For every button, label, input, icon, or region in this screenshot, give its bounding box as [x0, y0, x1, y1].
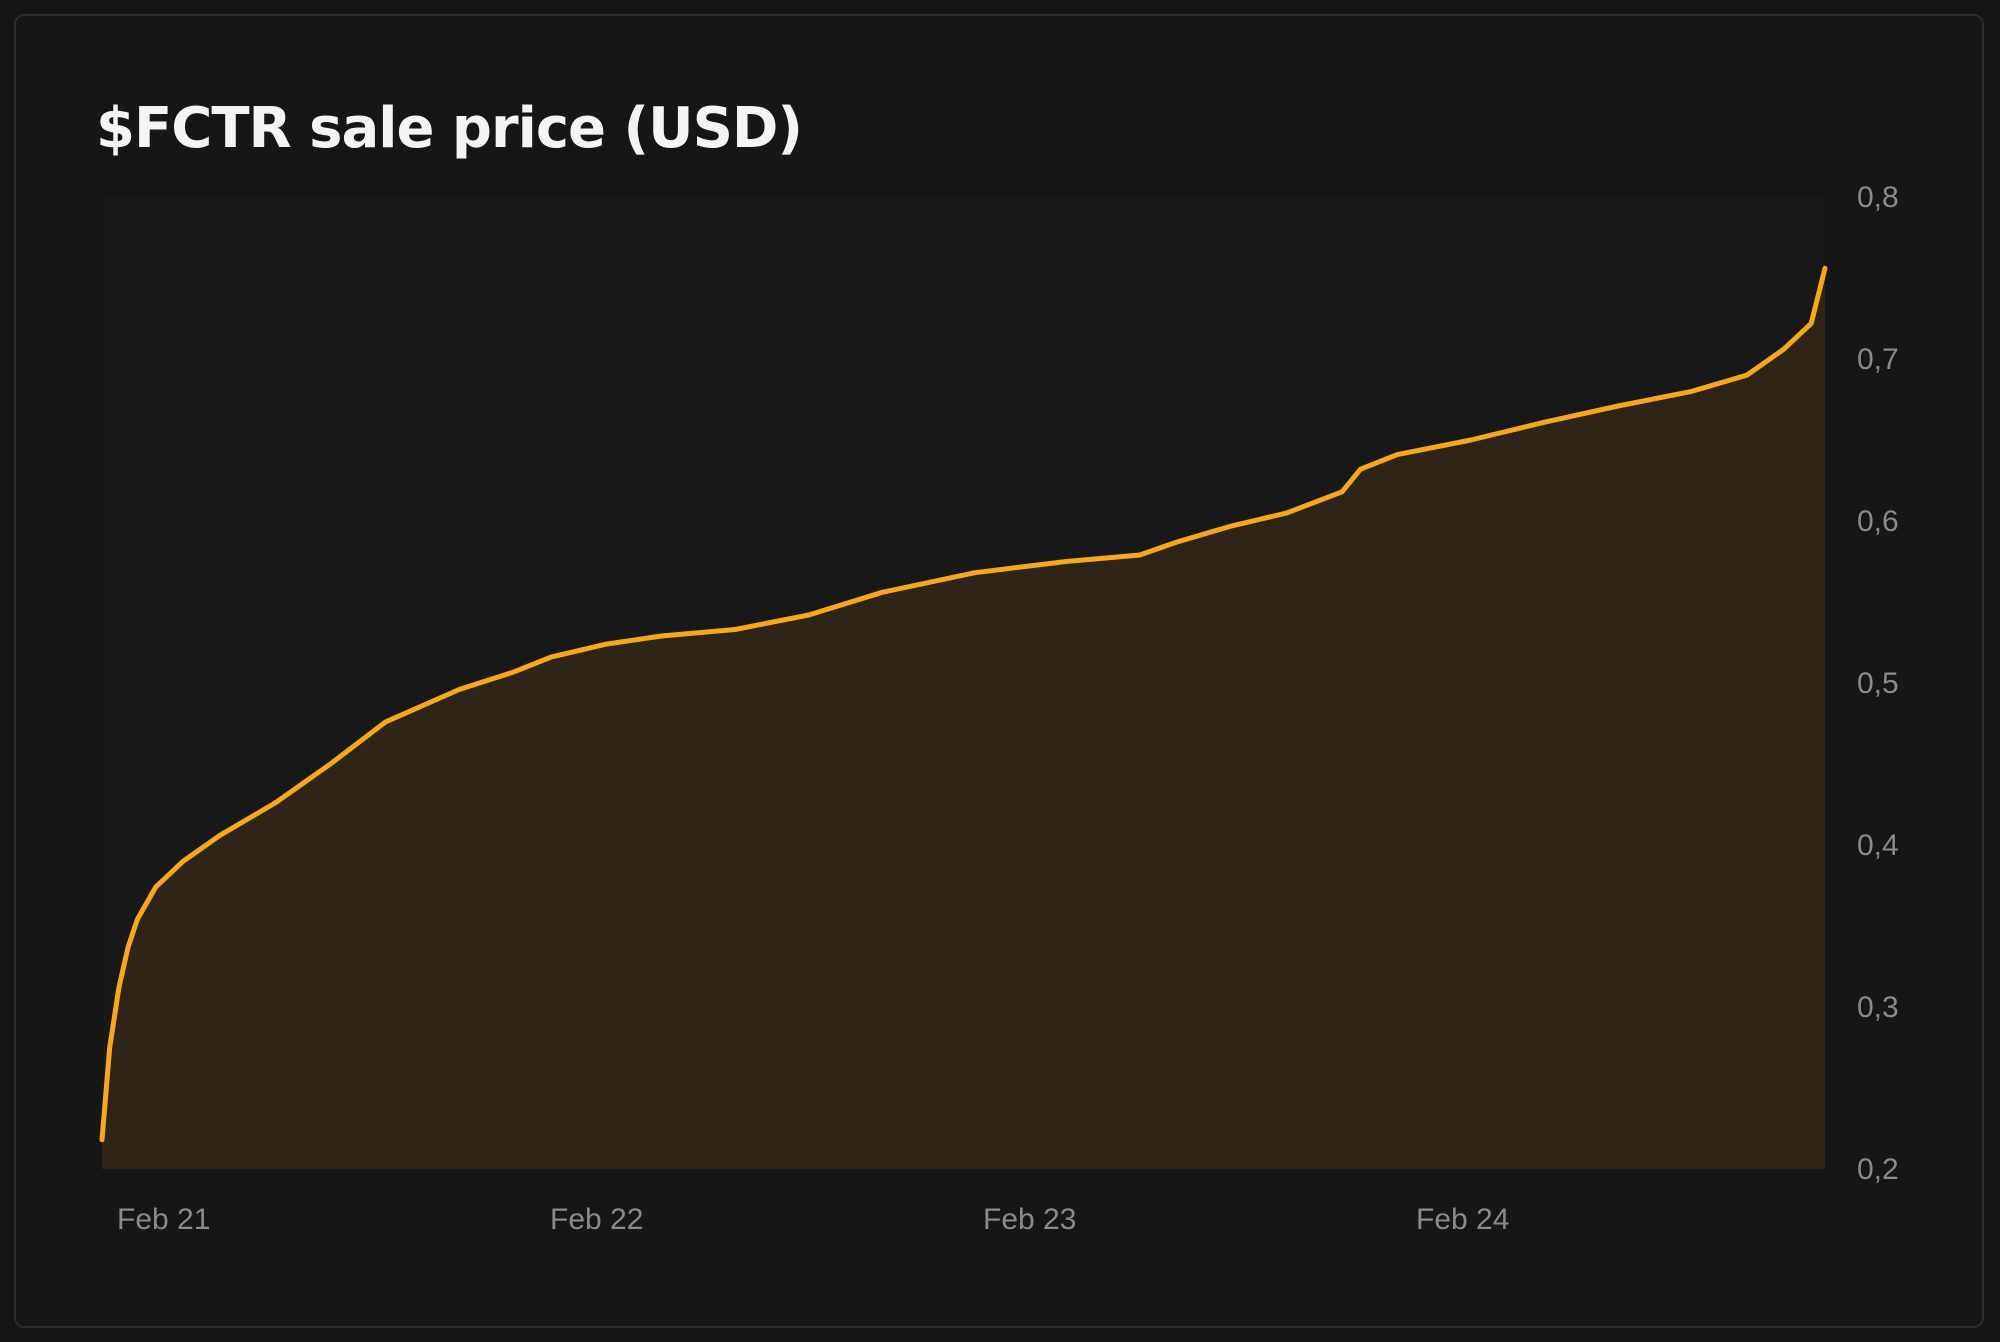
chart-title: $FCTR sale price (USD) [96, 96, 803, 161]
x-tick-label: Feb 21 [117, 1203, 210, 1236]
y-tick-label: 0,6 [1857, 505, 1899, 538]
y-tick-label: 0,2 [1857, 1153, 1899, 1186]
price-area-fill [102, 268, 1825, 1169]
y-tick-label: 0,5 [1857, 667, 1899, 700]
y-tick-label: 0,8 [1857, 181, 1899, 214]
x-tick-label: Feb 23 [983, 1203, 1076, 1236]
y-axis-ticks: 0,8 0,7 0,6 0,5 0,4 0,3 0,2 [1857, 181, 1899, 1186]
y-tick-label: 0,3 [1857, 991, 1899, 1024]
x-axis-ticks: Feb 21 Feb 22 Feb 23 Feb 24 [117, 1203, 1509, 1236]
y-tick-label: 0,7 [1857, 343, 1899, 376]
y-tick-label: 0,4 [1857, 829, 1899, 862]
x-tick-label: Feb 24 [1416, 1203, 1509, 1236]
price-line [99, 265, 1828, 1143]
x-tick-label: Feb 22 [550, 1203, 643, 1236]
